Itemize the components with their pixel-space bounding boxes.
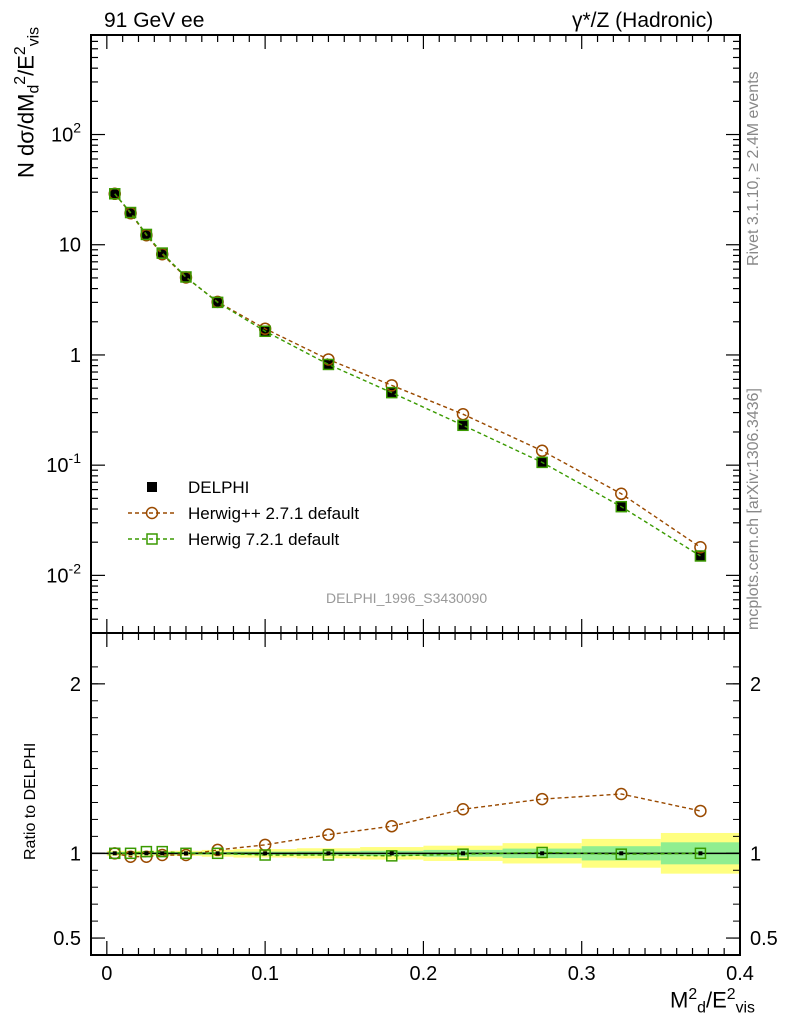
main-point-series-2	[108, 188, 121, 200]
ratio-point-delphi	[183, 851, 188, 856]
main-y-tick-label: 1	[70, 345, 81, 367]
ratio-point-series-1	[211, 847, 224, 860]
main-point-series-2	[156, 247, 168, 259]
ratio-point-series-1	[457, 848, 469, 860]
main-point-series-2	[386, 386, 398, 399]
ratio-point-series-1	[615, 848, 628, 860]
ratio-point-delphi	[698, 851, 703, 856]
main-point-series-2	[211, 296, 224, 309]
main-point-series-2	[322, 358, 335, 371]
main-point-series-0	[180, 271, 191, 282]
main-y-tick-label: 102	[51, 120, 81, 147]
ratio-point-delphi	[128, 851, 133, 856]
ratio-y-tick-label: 1	[70, 843, 81, 865]
ratio-y-tick-label-right: 0.5	[750, 928, 778, 950]
ratio-point-delphi	[540, 851, 545, 856]
main-y-tick-label: 10	[59, 235, 81, 257]
ratio-y-tick-label: 2	[70, 674, 81, 696]
ratio-point-series-0	[322, 828, 335, 841]
main-y-tick-label: 10-1	[46, 450, 81, 477]
ratio-point-delphi	[326, 851, 331, 856]
ratio-point-series-1	[322, 849, 335, 861]
ratio-y-tick-label: 0.5	[53, 928, 81, 950]
header-right: γ*/Z (Hadronic)	[572, 9, 714, 32]
ratio-point-series-1	[259, 849, 271, 861]
ratio-point-delphi	[460, 851, 465, 856]
ratio-point-delphi	[263, 851, 268, 856]
header-left: 91 GeV ee	[104, 9, 205, 32]
ratio-point-series-0	[615, 787, 628, 801]
x-tick-label: 0.3	[568, 963, 596, 985]
ratio-point-delphi	[619, 851, 624, 856]
legend-marker-1	[145, 506, 159, 520]
ratio-point-series-1	[536, 846, 548, 859]
ratio-point-series-1	[124, 847, 137, 860]
main-point-series-0	[157, 248, 168, 259]
main-point-series-2	[615, 500, 628, 513]
ratio-point-series-1	[108, 847, 121, 860]
ratio-point-series-0	[456, 803, 470, 816]
main-point-series-2	[124, 206, 137, 219]
ratio-point-series-0	[385, 819, 399, 833]
main-series-line-2	[114, 193, 701, 557]
analysis-id-text: DELPHI_1996_S3430090	[326, 590, 488, 606]
ratio-point-delphi	[389, 851, 394, 856]
ratio-point-series-0	[535, 792, 549, 806]
ratio-point-series-0	[694, 804, 707, 818]
ratio-point-series-1	[140, 845, 153, 858]
ratio-point-series-1	[180, 847, 192, 860]
main-point-series-2	[536, 456, 548, 469]
x-tick-label: 0	[101, 963, 112, 985]
legend-marker-2	[146, 533, 158, 545]
legend-label-herwig7: Herwig 7.2.1 default	[188, 530, 340, 549]
ratio-point-delphi	[215, 851, 220, 856]
x-tick-label: 0.1	[251, 963, 279, 985]
main-point-series-1	[694, 540, 707, 554]
main-point-series-2	[180, 271, 192, 283]
ratio-point-delphi	[160, 851, 165, 856]
ratio-frame	[90, 632, 741, 956]
xlabel: M2d/E2vis	[670, 986, 755, 1017]
main-point-series-2	[457, 419, 469, 432]
main-y-tick-label: 10-2	[46, 560, 81, 587]
legend-marker-0	[147, 482, 157, 492]
ratio-y-tick-label-right: 1	[750, 843, 761, 865]
main-point-series-2	[694, 550, 707, 562]
ratio-point-series-1	[694, 847, 707, 860]
ratio-y-tick-label-right: 2	[750, 674, 761, 696]
main-point-series-1	[535, 444, 549, 458]
legend-label-delphi: DELPHI	[188, 478, 250, 497]
main-point-series-1	[615, 487, 628, 501]
main-point-series-2	[259, 325, 271, 338]
ratio-point-series-1	[156, 845, 168, 858]
main-point-series-0	[457, 420, 468, 431]
x-tick-label: 0.2	[410, 963, 438, 985]
legend-label-herwigpp: Herwig++ 2.7.1 default	[188, 504, 360, 523]
ratio-point-series-1	[386, 850, 398, 862]
ratio-point-delphi	[144, 851, 149, 856]
x-tick-label: 0.4	[726, 963, 754, 985]
main-point-series-1	[385, 379, 399, 392]
main-point-series-2	[140, 228, 153, 241]
ratio-point-delphi	[112, 851, 117, 856]
